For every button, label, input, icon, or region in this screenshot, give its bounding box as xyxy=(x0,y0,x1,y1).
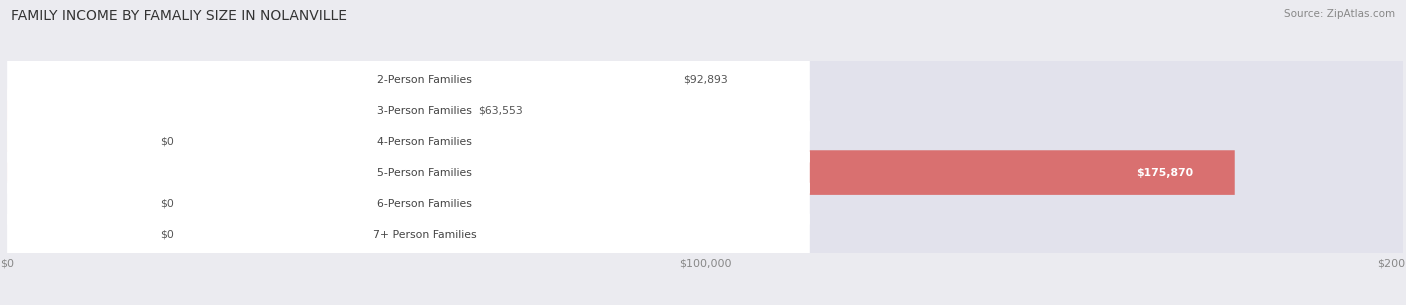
FancyBboxPatch shape xyxy=(7,212,132,257)
FancyBboxPatch shape xyxy=(7,88,1403,133)
Text: 2-Person Families: 2-Person Families xyxy=(377,75,472,84)
Text: $63,553: $63,553 xyxy=(478,106,523,116)
FancyBboxPatch shape xyxy=(7,150,1234,195)
FancyBboxPatch shape xyxy=(7,59,810,100)
Text: Source: ZipAtlas.com: Source: ZipAtlas.com xyxy=(1284,9,1395,19)
Text: $0: $0 xyxy=(160,199,174,209)
Text: 3-Person Families: 3-Person Families xyxy=(377,106,472,116)
FancyBboxPatch shape xyxy=(7,150,1403,195)
FancyBboxPatch shape xyxy=(7,119,132,164)
Text: 5-Person Families: 5-Person Families xyxy=(377,167,472,178)
FancyBboxPatch shape xyxy=(7,121,810,163)
Text: $0: $0 xyxy=(160,230,174,239)
Text: $92,893: $92,893 xyxy=(683,75,728,84)
FancyBboxPatch shape xyxy=(7,214,810,255)
Text: FAMILY INCOME BY FAMALIY SIZE IN NOLANVILLE: FAMILY INCOME BY FAMALIY SIZE IN NOLANVI… xyxy=(11,9,347,23)
Text: 6-Person Families: 6-Person Families xyxy=(377,199,472,209)
FancyBboxPatch shape xyxy=(7,181,1403,226)
FancyBboxPatch shape xyxy=(7,152,810,193)
Text: $0: $0 xyxy=(160,137,174,147)
FancyBboxPatch shape xyxy=(7,212,1403,257)
FancyBboxPatch shape xyxy=(7,181,132,226)
FancyBboxPatch shape xyxy=(7,57,655,102)
FancyBboxPatch shape xyxy=(7,57,1403,102)
Text: 4-Person Families: 4-Person Families xyxy=(377,137,472,147)
FancyBboxPatch shape xyxy=(7,90,810,131)
Text: $175,870: $175,870 xyxy=(1136,167,1192,178)
FancyBboxPatch shape xyxy=(7,183,810,224)
FancyBboxPatch shape xyxy=(7,119,1403,164)
Text: 7+ Person Families: 7+ Person Families xyxy=(373,230,477,239)
FancyBboxPatch shape xyxy=(7,88,451,133)
